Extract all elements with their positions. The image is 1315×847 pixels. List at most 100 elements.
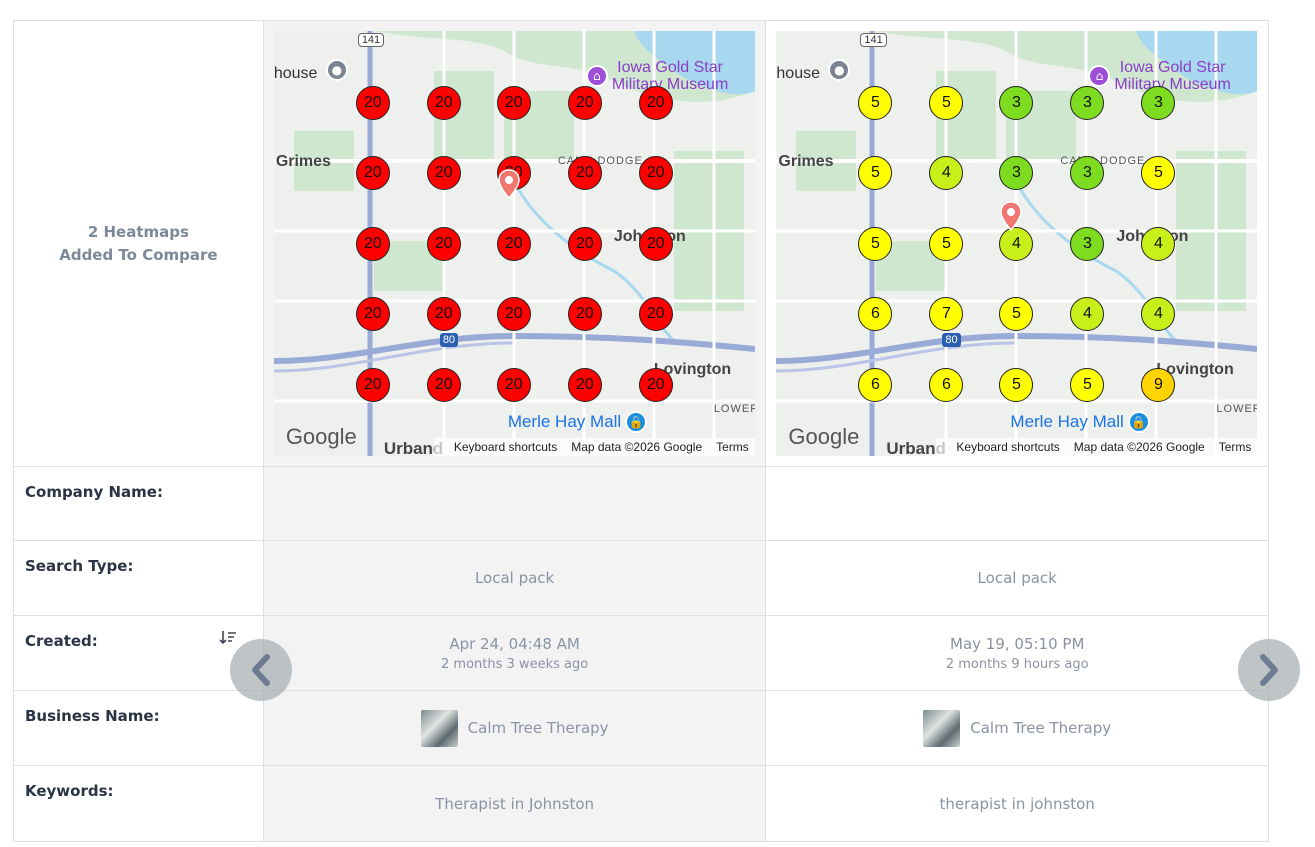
heatmap-grid-point[interactable]: 5 [999,368,1034,402]
heatmap-grid-point[interactable]: 20 [355,227,390,261]
heatmap-grid-point[interactable]: 20 [567,368,602,402]
heatmap-cell-1: 141 80 house ● ⌂ Iowa Gold Star Military Museu… [263,21,767,466]
search-type-row: Search Type: Local pack Local pack [14,541,1268,616]
next-button[interactable] [1238,639,1300,701]
keyboard-shortcuts-link[interactable]: Keyboard shortcuts [453,440,558,454]
map-label-lower: LOWER [1216,403,1258,415]
heatmap-grid-point[interactable]: 3 [1070,227,1105,261]
business-name-row: Business Name: Calm Tree Therapy Calm Tr… [14,691,1268,766]
heatmap-grid-point[interactable]: 3 [1070,156,1105,190]
heatmap-compare-table: 2 Heatmaps Added To Compare 141 80 house ● ⌂… [13,20,1269,842]
company-name-value [766,467,1268,540]
heatmap-grid-point[interactable]: 6 [929,368,964,402]
heatmap-row: 2 Heatmaps Added To Compare 141 80 house ● ⌂… [14,21,1268,467]
search-type-value: Local pack [977,569,1057,587]
heatmap-grid-point[interactable]: 20 [638,227,673,261]
house-poi: ● [325,59,348,81]
heatmap-grid-point[interactable]: 6 [858,368,893,402]
heatmap-grid-point[interactable]: 20 [355,156,390,190]
heatmap-grid-point[interactable]: 5 [1070,368,1105,402]
created-ago: 2 months 3 weeks ago [441,656,589,672]
terms-link[interactable]: Terms [716,440,749,454]
heatmap-grid-point[interactable]: 4 [1141,297,1176,331]
heatmap-grid-point[interactable]: 20 [638,368,673,402]
heatmap-grid-point[interactable]: 20 [567,156,602,190]
museum-label-2: Military Museum [1114,76,1231,93]
heatmap-grid-point[interactable]: 20 [355,86,390,120]
company-name-value [263,467,767,540]
keyboard-shortcuts-link[interactable]: Keyboard shortcuts [956,440,1060,454]
heatmap-grid-point[interactable]: 20 [567,227,602,261]
keywords-value: therapist in johnston [939,794,1095,813]
museum-icon: ⌂ [585,65,608,87]
museum-poi: ⌂ Iowa Gold Star Military Museum [585,59,729,93]
heatmap-grid-point[interactable]: 6 [858,297,893,331]
heatmap-grid-point[interactable]: 20 [426,156,461,190]
heatmap-grid-point[interactable]: 20 [638,156,673,190]
heatmap-grid-point[interactable]: 4 [1070,297,1105,331]
business-name-text: Calm Tree Therapy [970,719,1112,737]
business-location-pin-icon[interactable] [1000,201,1023,231]
business-name-text: Calm Tree Therapy [467,719,609,737]
heatmap-grid-point[interactable]: 20 [426,86,461,120]
heatmap-grid-point[interactable]: 20 [355,368,390,402]
heatmap-grid-point[interactable]: 4 [1141,227,1176,261]
heatmap-grid-point[interactable]: 20 [567,86,602,120]
created-row: Created: Apr 24, 04:48 AM 2 months 3 wee… [14,616,1268,691]
heatmap-grid-point[interactable]: 5 [858,86,893,120]
heatmap-grid-point[interactable]: 20 [638,86,673,120]
heatmap-grid-point[interactable]: 20 [426,227,461,261]
heatmap-grid-point[interactable]: 20 [496,297,531,331]
search-type-label: Search Type: [14,541,264,615]
museum-label-2: Military Museum [611,76,729,93]
route-141-shield: 141 [860,33,887,47]
heatmap-grid-point[interactable]: 5 [858,156,893,190]
heatmap-grid-point[interactable]: 20 [426,368,461,402]
search-type-value: Local pack [263,541,767,615]
heatmap-map-1[interactable]: 141 80 house ● ⌂ Iowa Gold Star Military Museu… [273,31,755,456]
heatmap-grid-point[interactable]: 20 [567,297,602,331]
heatmap-grid-point[interactable]: 20 [496,368,531,402]
heatmap-grid-point[interactable]: 3 [999,86,1034,120]
house-poi: ● [828,59,851,81]
heatmap-grid-point[interactable]: 5 [858,227,893,261]
heatmap-grid-point[interactable]: 20 [355,297,390,331]
created-value: May 19, 05:10 PM 2 months 9 hours ago [766,616,1268,690]
heatmap-grid-point[interactable]: 4 [999,227,1034,261]
previous-button[interactable] [230,639,292,701]
merle-hay-label: Merle Hay Mall [1010,412,1124,431]
museum-label-1: Iowa Gold Star [617,59,723,76]
heatmap-grid-point[interactable]: 5 [999,297,1034,331]
heatmap-grid-point[interactable]: 4 [929,156,964,190]
heatmap-map-2[interactable]: 141 80 house ● ⌂ Iowa Gold Star Military Museu… [776,31,1258,456]
heatmap-grid-point[interactable]: 5 [929,86,964,120]
created-ago: 2 months 9 hours ago [945,656,1089,672]
terms-link[interactable]: Terms [1218,440,1252,454]
map-label-urbandale: Urband [383,439,444,456]
heatmap-grid-point[interactable]: 20 [496,227,531,261]
heatmap-grid-point[interactable]: 7 [929,297,964,331]
heatmap-grid-point[interactable]: 20 [496,86,531,120]
sort-descending-icon[interactable] [219,630,237,646]
museum-label-1: Iowa Gold Star [1119,59,1226,76]
business-thumbnail [420,709,458,747]
heatmap-grid-point[interactable]: 20 [638,297,673,331]
chevron-left-icon [252,654,270,686]
heatmap-grid-point[interactable]: 9 [1141,368,1176,402]
heatmap-cell-2: 141 80 house ● ⌂ Iowa Gold Star Military Museu… [766,21,1268,466]
map-data-attribution: Map data ©2026 Google [571,440,703,454]
compare-count-label: 2 Heatmaps Added To Compare [14,21,264,466]
shopping-icon: 🔒 [625,411,648,433]
heatmap-grid-point[interactable]: 3 [1070,86,1105,120]
museum-poi: ⌂ Iowa Gold Star Military Museum [1088,59,1231,93]
heatmap-grid-point[interactable]: 20 [426,297,461,331]
heatmap-grid-point[interactable]: 5 [929,227,964,261]
heatmap-grid-point[interactable]: 5 [1141,156,1176,190]
created-label-text: Created: [25,632,98,650]
business-location-pin-icon[interactable] [498,169,520,199]
heatmap-grid-point[interactable]: 3 [999,156,1034,190]
google-logo: Google [285,424,357,449]
keywords-row: Keywords: Therapist in Johnston therapis… [14,766,1268,841]
heatmap-grid-point[interactable]: 3 [1141,86,1176,120]
map-data-attribution: Map data ©2026 Google [1073,440,1205,454]
